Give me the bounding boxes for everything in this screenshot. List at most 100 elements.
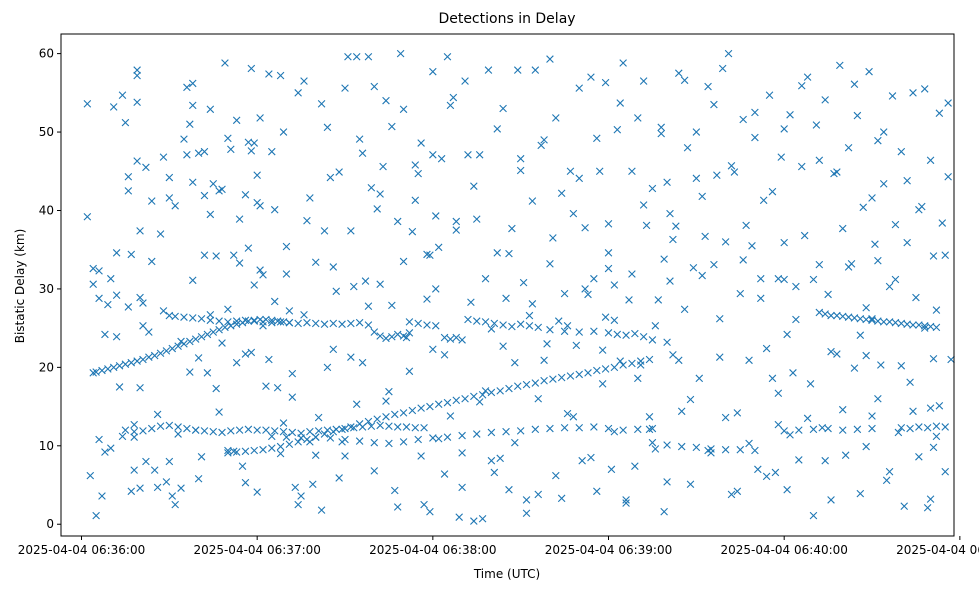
data-point-clutter xyxy=(349,282,358,291)
data-point-clutter xyxy=(332,287,341,296)
data-point-clutter xyxy=(136,484,144,492)
data-point-clutter xyxy=(540,356,548,365)
data-point-clutter xyxy=(595,167,604,176)
data-point-clutter xyxy=(443,52,452,61)
data-point-clutter xyxy=(183,151,191,159)
data-point-clutter xyxy=(393,217,402,226)
data-point-clutter xyxy=(142,163,150,172)
data-point-clutter xyxy=(926,404,935,412)
data-point-track-rising-20-to-26 xyxy=(174,342,182,350)
data-point-clutter xyxy=(279,128,288,136)
data-point-clutter xyxy=(165,173,174,182)
data-point-clutter xyxy=(470,517,478,525)
data-point-track-mid-24 xyxy=(534,323,543,332)
data-point-track-rising-9-to-21 xyxy=(373,415,381,423)
data-point-clutter xyxy=(314,413,323,422)
data-point-track-flat-26 xyxy=(197,314,206,323)
data-point-clutter xyxy=(513,66,522,74)
data-point-clutter xyxy=(133,66,141,74)
data-point-clutter xyxy=(470,182,478,190)
data-point-clutter xyxy=(431,212,440,220)
data-point-clutter xyxy=(666,277,674,285)
data-point-clutter xyxy=(329,263,338,271)
data-point-clutter xyxy=(572,341,581,350)
data-point-clutter xyxy=(127,487,136,496)
data-point-clutter xyxy=(212,384,220,393)
data-point-clutter xyxy=(382,397,390,405)
data-point-clutter xyxy=(218,185,226,194)
data-point-clutter xyxy=(827,496,835,504)
data-point-clutter xyxy=(680,305,689,314)
data-point-clutter xyxy=(411,161,420,169)
data-point-clutter xyxy=(417,452,425,460)
data-point-clutter xyxy=(180,135,188,143)
data-point-clutter xyxy=(944,99,952,107)
data-point-clutter xyxy=(177,484,185,492)
data-point-clutter xyxy=(434,434,443,443)
data-point-clutter xyxy=(147,197,156,205)
data-point-clutter xyxy=(150,466,159,474)
data-point-clutter xyxy=(323,363,332,372)
data-point-track-flat-26 xyxy=(171,312,179,321)
data-point-clutter xyxy=(932,306,941,314)
data-point-clutter xyxy=(777,153,786,161)
data-point-clutter xyxy=(833,350,841,358)
data-point-track-mid-24 xyxy=(414,319,422,328)
data-point-clutter xyxy=(139,321,147,330)
data-point-track-rising-9-to-21 xyxy=(470,392,478,401)
data-point-clutter xyxy=(285,307,294,315)
data-point-clutter xyxy=(112,249,121,257)
data-point-track-flat-12 xyxy=(174,423,182,431)
data-point-clutter xyxy=(850,80,859,88)
data-point-track-flat-10 xyxy=(751,446,759,455)
data-point-clutter xyxy=(906,378,914,387)
data-point-clutter xyxy=(672,222,680,230)
data-point-track-mid-24 xyxy=(508,322,516,331)
data-point-clutter xyxy=(168,492,177,500)
data-point-clutter xyxy=(206,311,215,319)
data-point-clutter xyxy=(136,383,144,392)
data-point-track-mid-24 xyxy=(604,329,613,337)
data-point-track-rising-20-to-26 xyxy=(109,363,118,372)
data-point-clutter xyxy=(297,492,305,500)
data-point-clutter xyxy=(429,67,437,76)
data-point-clutter xyxy=(493,249,502,257)
data-point-clutter xyxy=(388,301,396,310)
data-point-clutter xyxy=(311,451,320,459)
data-point-track-rising-20-to-26 xyxy=(168,344,177,353)
x-tick-label: 2025-04-04 06:37:00 xyxy=(193,543,320,557)
data-point-track-rising-9-to-21 xyxy=(338,425,346,434)
data-point-track-mid-24 xyxy=(490,319,499,328)
data-point-clutter xyxy=(593,134,601,143)
data-point-clutter xyxy=(121,426,130,434)
data-point-clutter xyxy=(774,420,783,429)
data-point-clutter xyxy=(768,187,777,196)
data-point-clutter xyxy=(704,82,712,91)
data-point-clutter xyxy=(926,495,935,503)
y-tick-label: 20 xyxy=(39,360,54,374)
data-point-clutter xyxy=(903,238,911,247)
data-point-clutter xyxy=(546,55,554,63)
data-point-clutter xyxy=(844,263,853,271)
data-point-clutter xyxy=(888,92,897,100)
data-point-track-flat-26 xyxy=(405,329,414,337)
data-point-clutter xyxy=(610,427,619,436)
data-point-clutter xyxy=(628,167,636,176)
data-point-clutter xyxy=(156,230,165,238)
data-point-track-mid-24 xyxy=(499,321,507,329)
data-point-track-flat-26 xyxy=(364,321,373,329)
data-point-clutter xyxy=(221,59,229,67)
data-point-track-flat-10 xyxy=(648,438,657,447)
data-point-track-flat-12-right xyxy=(809,425,818,434)
data-point-track-flat-26 xyxy=(215,317,223,325)
data-point-clutter xyxy=(657,123,666,132)
data-point-track-rising-20-to-26 xyxy=(92,368,100,376)
data-point-clutter xyxy=(402,333,411,342)
data-point-clutter xyxy=(232,116,241,125)
data-point-clutter xyxy=(171,500,179,509)
data-point-track-rising-9-to-21 xyxy=(610,363,619,372)
data-point-clutter xyxy=(232,358,241,367)
data-point-clutter xyxy=(499,342,507,350)
data-point-clutter xyxy=(868,412,876,420)
data-point-clutter xyxy=(112,332,121,341)
